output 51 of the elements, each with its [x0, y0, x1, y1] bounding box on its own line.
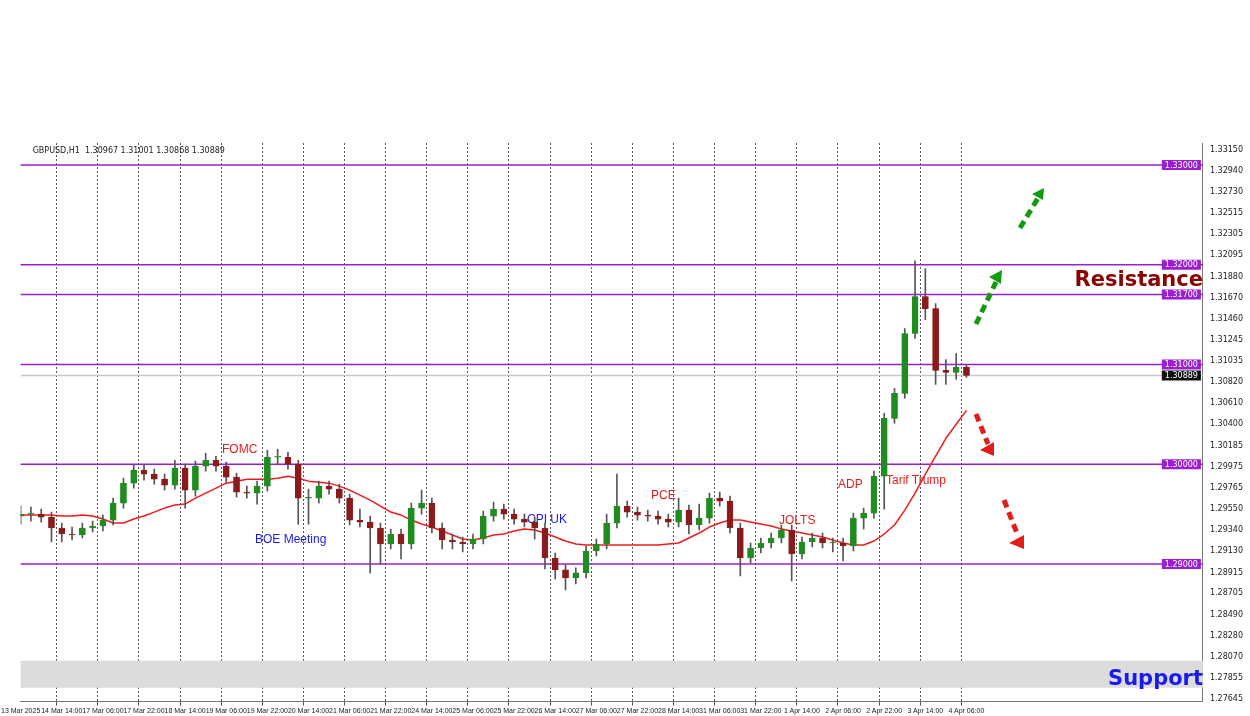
y-tick-label: 1.30610 — [1209, 398, 1244, 408]
annotation: FOMC — [222, 442, 258, 457]
y-tick-label: 1.31670 — [1209, 292, 1244, 302]
annotation: ADP — [838, 477, 863, 492]
y-tick-label: 1.32730 — [1209, 186, 1244, 196]
annotation: JOLTS — [779, 513, 816, 528]
candlestick — [27, 506, 35, 522]
y-tick-label: 1.33150 — [1209, 145, 1244, 155]
y-tick-label: 1.29765 — [1209, 482, 1244, 492]
y-tick-label: 1.28280 — [1209, 630, 1244, 640]
y-tick-label: 1.30185 — [1209, 440, 1244, 450]
y-tick-label: 1.28490 — [1209, 609, 1244, 619]
ref-line-label: 1.29000 — [1164, 559, 1198, 569]
annotation: PCE — [651, 488, 676, 503]
ref-line-label: 1.31700 — [1164, 290, 1198, 300]
y-tick-label: 1.29130 — [1209, 546, 1244, 556]
y-tick-label: 1.32095 — [1209, 250, 1244, 260]
candlestick — [952, 353, 960, 380]
candlestick — [644, 509, 652, 522]
candlestick — [839, 537, 847, 562]
y-tick-label: 1.31035 — [1209, 356, 1244, 366]
candlestick — [243, 485, 251, 499]
candlestick — [829, 537, 837, 553]
ref-line-label: 1.31000 — [1164, 360, 1198, 370]
annotation: Support — [1108, 666, 1203, 691]
y-tick-label: 1.27645 — [1209, 694, 1244, 704]
candlestick — [716, 491, 724, 507]
y-tick-label: 1.32305 — [1209, 229, 1244, 239]
y-tick-label: 1.27855 — [1209, 673, 1244, 683]
ref-line-label: 1.32000 — [1164, 260, 1198, 270]
y-tick-label: 1.28705 — [1209, 588, 1244, 598]
candlestick — [68, 526, 76, 541]
y-tick-label: 1.30820 — [1209, 377, 1244, 387]
y-tick-label: 1.31880 — [1209, 271, 1244, 281]
y-tick-label: 1.28070 — [1209, 651, 1244, 661]
annotation: BOE Meeting — [255, 532, 327, 547]
y-tick-label: 1.29975 — [1209, 461, 1244, 471]
y-tick-label: 1.31460 — [1209, 313, 1244, 323]
y-tick-label: 1.32940 — [1209, 166, 1244, 176]
y-tick-label: 1.29340 — [1209, 525, 1244, 535]
y-tick-label: 1.29550 — [1209, 504, 1244, 514]
ref-line-label: 1.33000 — [1164, 160, 1198, 170]
y-tick-label: 1.32515 — [1209, 208, 1244, 218]
y-tick-label: 1.28915 — [1209, 567, 1244, 577]
ref-line-label: 1.30889 — [1164, 371, 1198, 381]
y-tick-label: 1.30400 — [1209, 419, 1244, 429]
candlestick — [366, 515, 374, 574]
candlestick — [356, 508, 364, 528]
ref-line-label: 1.30000 — [1164, 459, 1198, 469]
chart-title: GBPUSD,H1 1.30967 1.31001 1.30868 1.30889 — [32, 146, 225, 156]
y-tick-label: 1.31245 — [1209, 335, 1244, 345]
